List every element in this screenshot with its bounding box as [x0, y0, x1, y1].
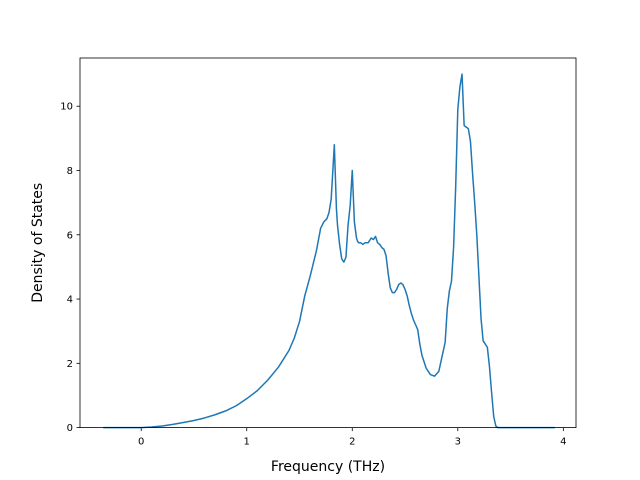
y-tick-label: 2 [67, 359, 73, 370]
y-tick-label: 4 [67, 295, 73, 306]
x-tick-label: 4 [560, 437, 566, 448]
y-tick-label: 6 [67, 230, 73, 241]
y-tick-label: 0 [67, 423, 73, 434]
y-axis-ticks: 0 2 4 6 8 10 [60, 102, 80, 434]
y-tick-label: 10 [60, 102, 73, 113]
plot-area [80, 58, 576, 428]
x-axis-ticks: 0 1 2 3 4 [138, 427, 567, 448]
x-axis-label: Frequency (THz) [271, 459, 385, 475]
y-tick-label: 8 [67, 166, 73, 177]
x-tick-label: 1 [244, 437, 250, 448]
y-axis-label: Density of States [30, 183, 46, 303]
x-tick-label: 0 [138, 437, 144, 448]
x-tick-label: 3 [455, 437, 461, 448]
plot-frame [79, 57, 577, 429]
dos-series-line [103, 73, 555, 429]
x-tick-label: 2 [349, 437, 355, 448]
